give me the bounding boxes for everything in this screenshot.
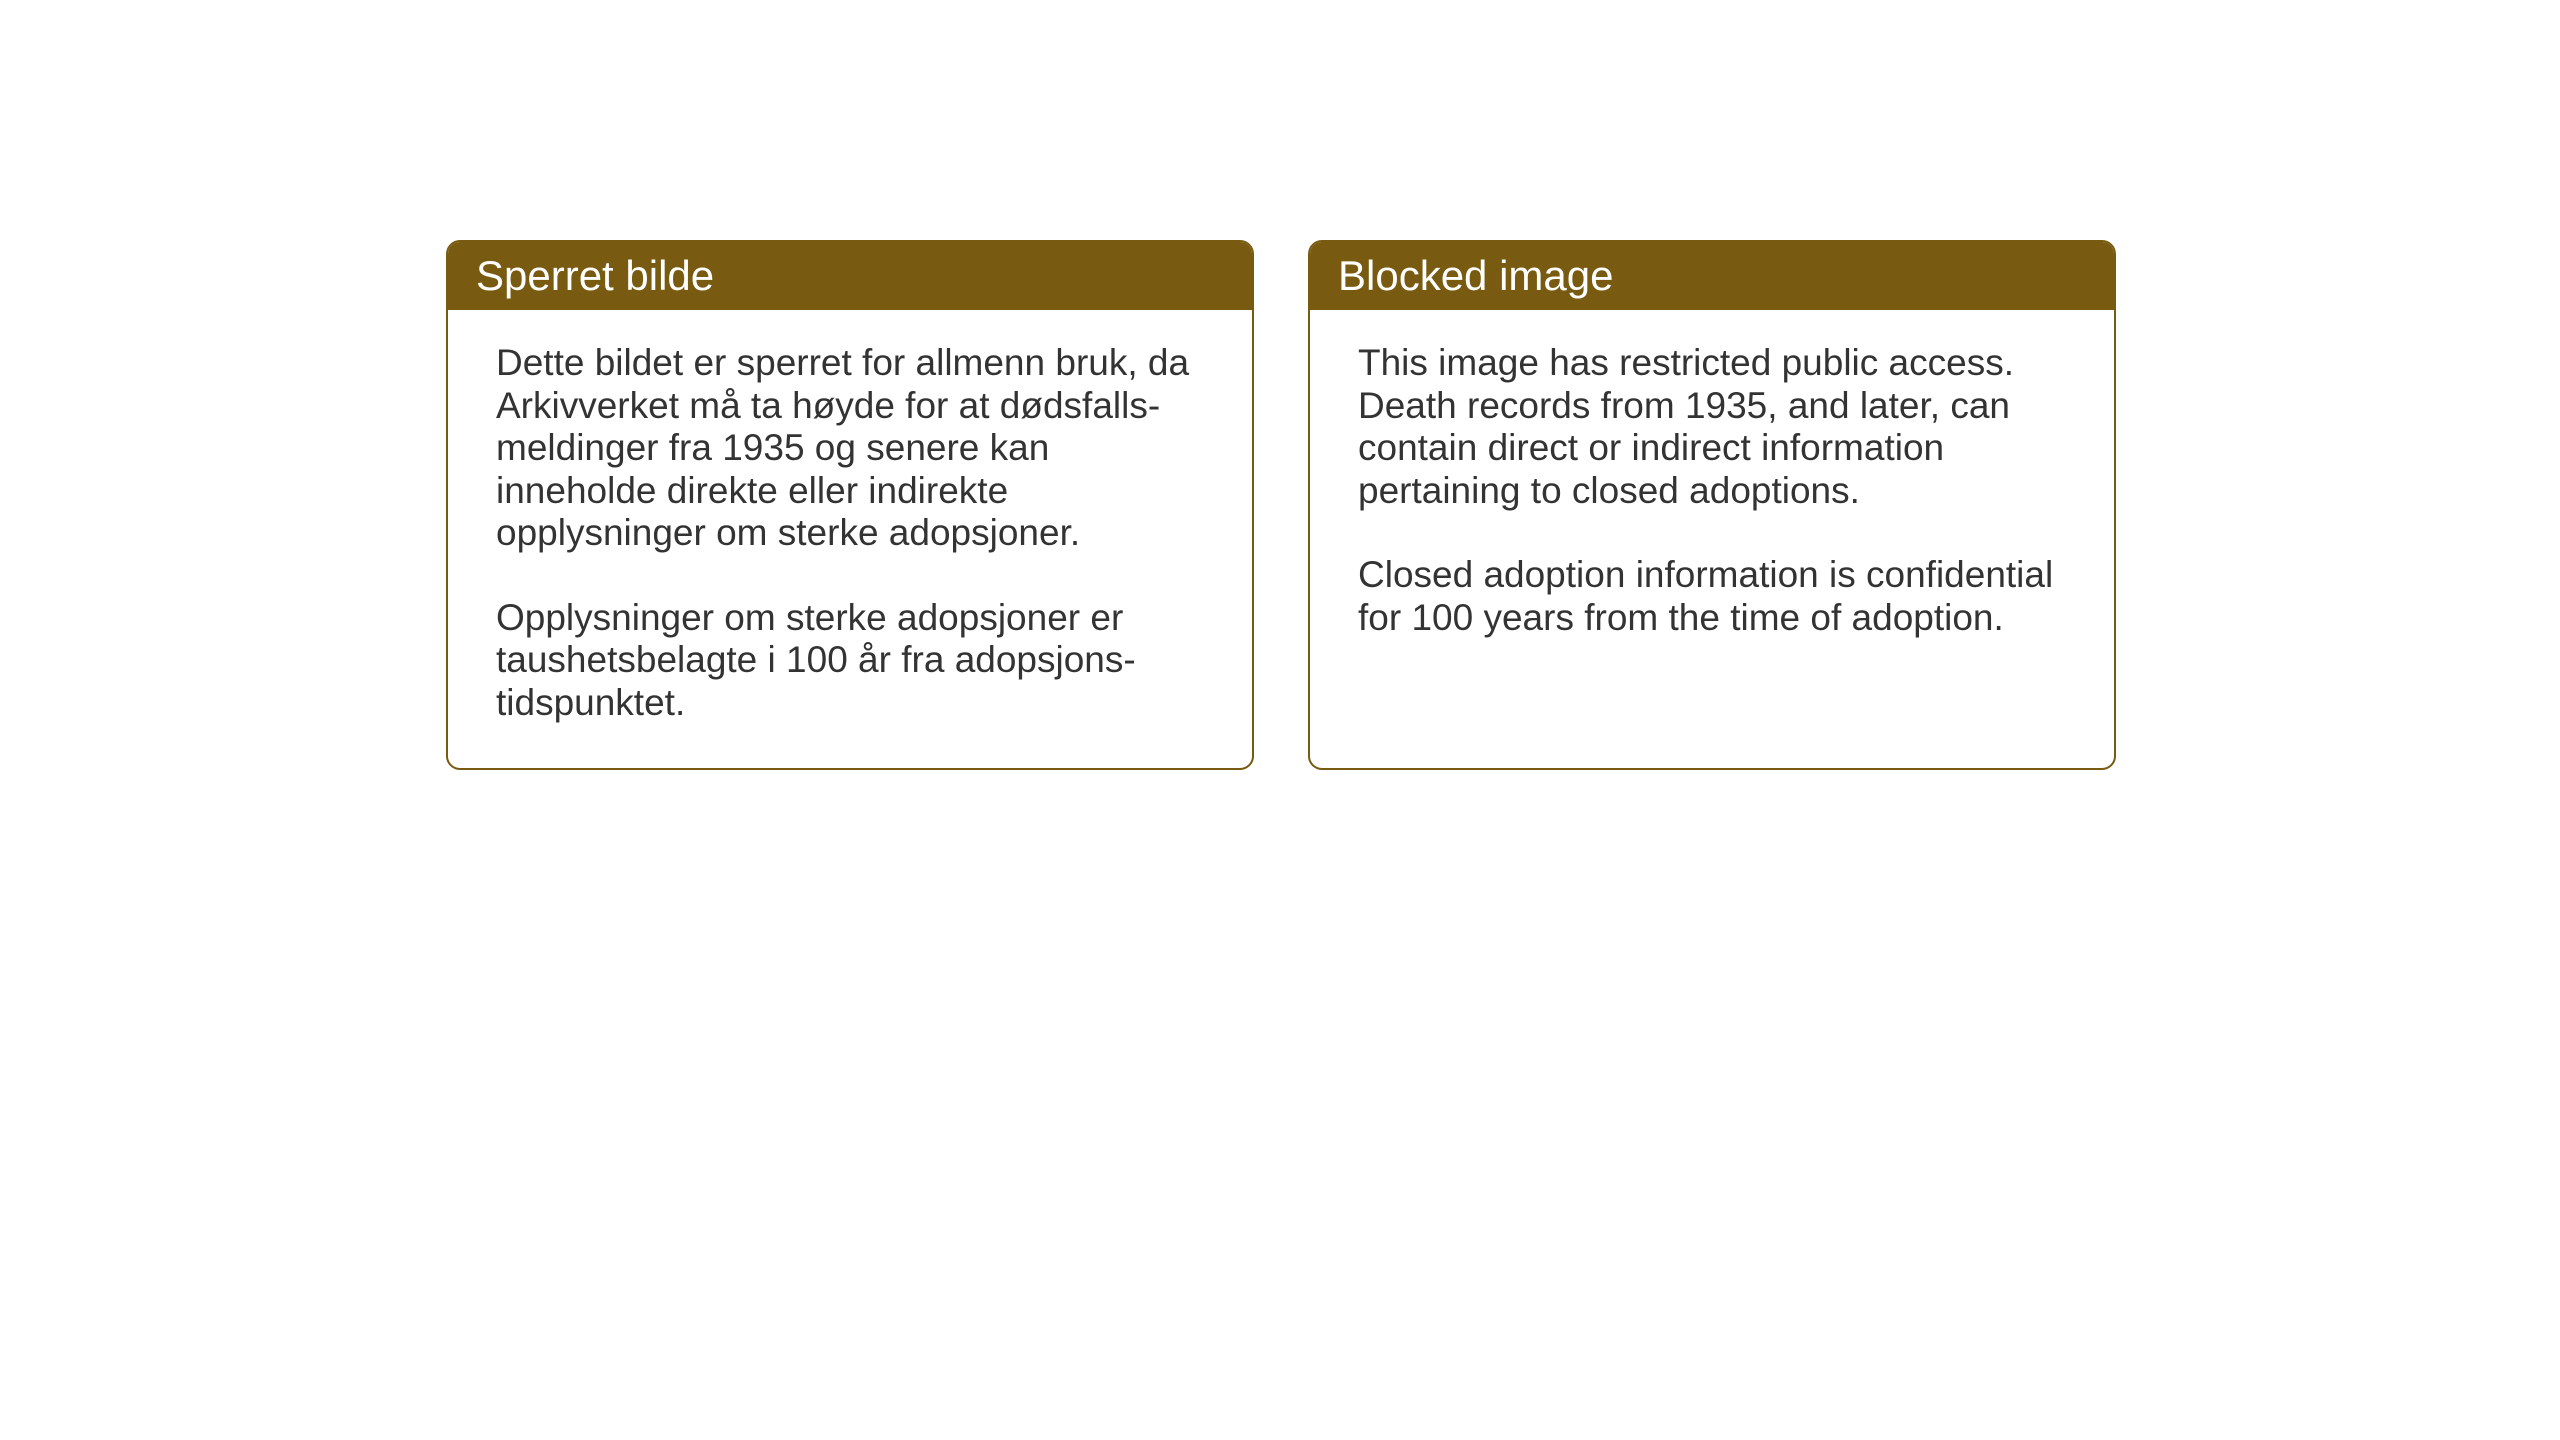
norwegian-card-body: Dette bildet er sperret for allmenn bruk…: [448, 310, 1252, 768]
english-card-title: Blocked image: [1310, 242, 2114, 310]
english-paragraph-1: This image has restricted public access.…: [1358, 342, 2066, 512]
notice-cards-container: Sperret bilde Dette bildet er sperret fo…: [446, 240, 2560, 770]
norwegian-notice-card: Sperret bilde Dette bildet er sperret fo…: [446, 240, 1254, 770]
english-card-body: This image has restricted public access.…: [1310, 310, 2114, 683]
english-paragraph-2: Closed adoption information is confident…: [1358, 554, 2066, 639]
english-notice-card: Blocked image This image has restricted …: [1308, 240, 2116, 770]
norwegian-card-title: Sperret bilde: [448, 242, 1252, 310]
norwegian-paragraph-2: Opplysninger om sterke adopsjoner er tau…: [496, 597, 1204, 725]
norwegian-paragraph-1: Dette bildet er sperret for allmenn bruk…: [496, 342, 1204, 555]
